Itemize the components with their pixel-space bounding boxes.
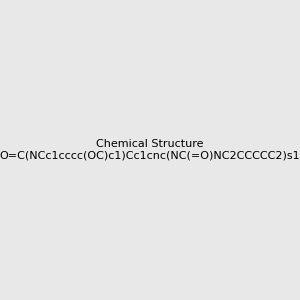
Text: Chemical Structure
O=C(NCc1cccc(OC)c1)Cc1cnc(NC(=O)NC2CCCCC2)s1: Chemical Structure O=C(NCc1cccc(OC)c1)Cc… [0, 139, 300, 161]
